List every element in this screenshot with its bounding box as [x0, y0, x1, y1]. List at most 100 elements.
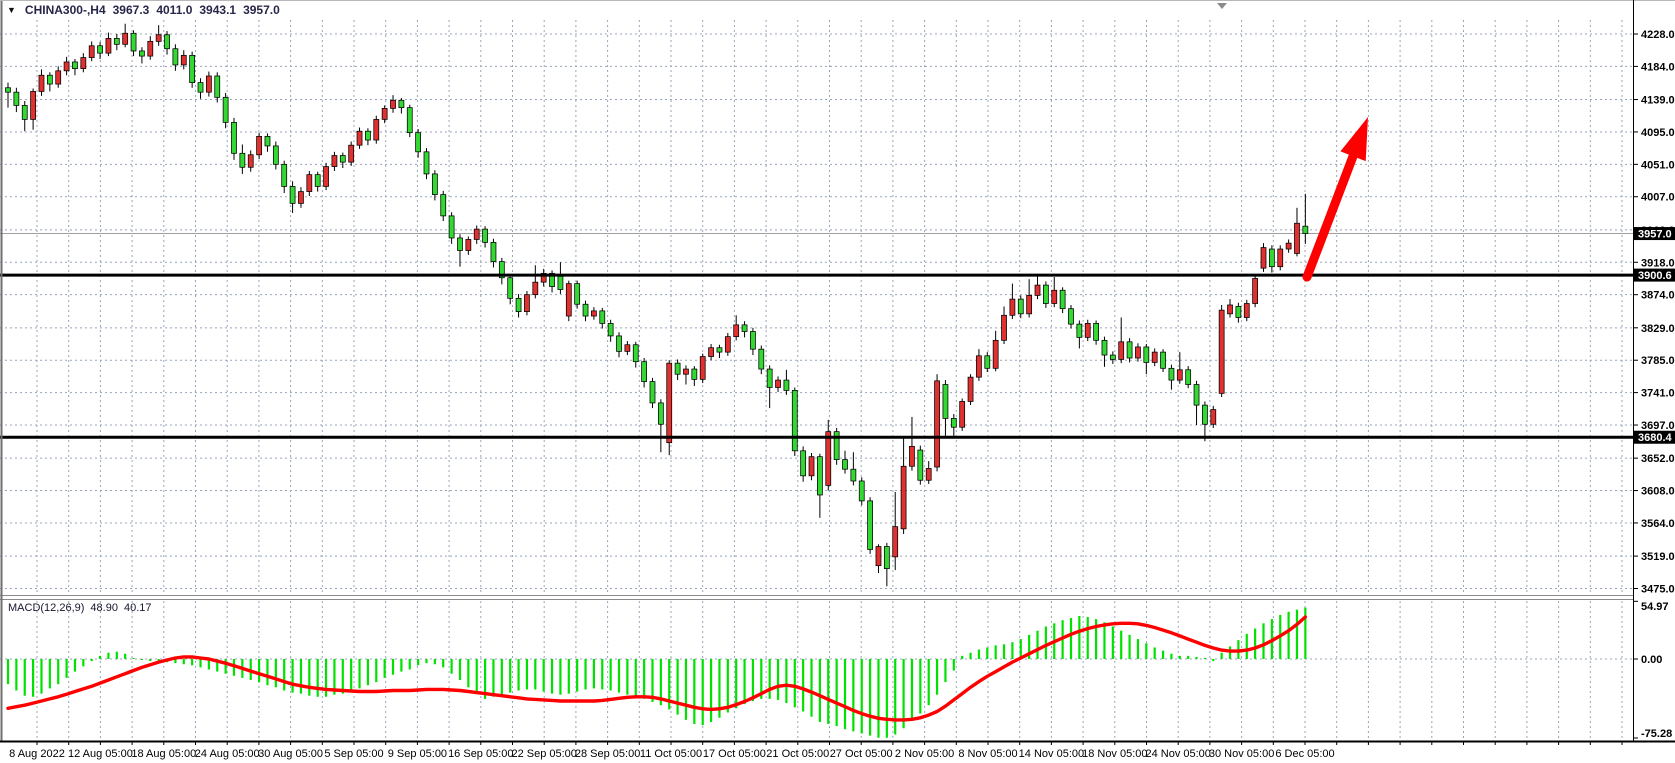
trend-arrow-head[interactable] — [1340, 117, 1368, 162]
candle-bull — [356, 130, 363, 146]
macd-tick-label: 0.00 — [1641, 654, 1662, 666]
candle-bear — [214, 75, 221, 98]
candle-bear — [289, 186, 296, 204]
price-tick-label: 3874.0 — [1641, 290, 1675, 302]
candle-bear — [21, 105, 28, 120]
trend-arrow[interactable] — [1302, 117, 1368, 282]
candle-bear — [281, 163, 288, 187]
candle-bull — [1026, 295, 1033, 315]
time-tick-label: 30 Nov 05:00 — [1209, 748, 1274, 760]
price-tick-label: 3519.0 — [1641, 551, 1675, 563]
candle-bear — [691, 368, 698, 380]
candle-bear — [783, 379, 790, 391]
price-tick-label: 4095.0 — [1641, 127, 1675, 139]
candle-bear — [883, 546, 890, 569]
time-tick-label: 2 Nov 05:00 — [895, 748, 954, 760]
price-tick-label: 4184.0 — [1641, 61, 1675, 73]
candle-bear — [657, 402, 664, 425]
candle-bull — [88, 45, 95, 58]
candle-bull — [934, 380, 940, 468]
candle-bear — [130, 32, 137, 52]
time-tick-label: 17 Oct 05:00 — [703, 748, 766, 760]
price-tick-label: 3652.0 — [1641, 453, 1675, 465]
candle-bear — [741, 324, 748, 332]
resistance-price-tag-box — [1634, 268, 1675, 282]
candle-bear — [46, 74, 53, 85]
candle-bear — [490, 242, 497, 262]
candle-bull — [1009, 298, 1016, 316]
candle-bear — [1202, 404, 1208, 425]
candle-bull — [733, 324, 740, 338]
ohlc-open-value: 3967.3 — [112, 3, 150, 17]
time-tick-label: 8 Nov 05:00 — [958, 748, 1017, 760]
candle-bear — [557, 275, 564, 290]
candle-bull — [1285, 242, 1292, 250]
candle-bear — [398, 99, 405, 109]
candle-bear — [833, 431, 840, 461]
candle-bear — [406, 107, 413, 134]
price-tick-label: 3564.0 — [1641, 518, 1675, 530]
candle-bull — [373, 119, 380, 141]
candle-bear — [314, 174, 321, 187]
candle-bear — [1193, 384, 1200, 406]
candle-bear — [431, 173, 438, 195]
candle-bear — [231, 121, 237, 154]
macd-axis[interactable]: 54.97 0.00 -75.28 — [1633, 600, 1672, 740]
candle-bull — [1277, 248, 1284, 268]
price-axis[interactable]: 4228.04184.04139.04095.04051.04007.03962… — [1633, 29, 1675, 595]
candle-bull — [306, 174, 313, 192]
candle-bear — [339, 155, 346, 163]
candle-bull — [80, 57, 87, 69]
candle-bull — [724, 336, 731, 353]
candle-bear — [800, 450, 807, 477]
candle-bull — [105, 38, 112, 54]
macd-name-label: MACD(12,26,9) — [8, 602, 85, 614]
scroll-anchor-marker-icon — [1217, 3, 1227, 9]
candle-bear — [13, 91, 20, 106]
candle-bull — [247, 154, 254, 168]
macd-main-value: 48.90 — [90, 602, 118, 614]
candle-bull — [122, 32, 129, 45]
candle-bear — [574, 283, 581, 305]
candle-bear — [867, 500, 873, 550]
macd-histogram — [6, 607, 1307, 738]
candle-bear — [272, 145, 279, 165]
candle-bear — [599, 310, 606, 324]
price-tick-label: 3608.0 — [1641, 486, 1675, 498]
candle-bull — [55, 70, 62, 85]
candle-bear — [239, 152, 246, 168]
candle-bull — [155, 34, 162, 42]
candle-bull — [808, 456, 815, 477]
candle-bear — [716, 347, 723, 353]
trend-arrow-shaft[interactable] — [1302, 146, 1360, 282]
candle-bear — [1059, 289, 1066, 310]
candle-bull — [1034, 284, 1041, 296]
candle-bear — [616, 335, 622, 352]
candle-bull — [925, 468, 932, 481]
candle-bear — [139, 50, 145, 57]
time-tick-label: 18 Nov 05:00 — [1082, 748, 1147, 760]
price-tick-label: 4007.0 — [1641, 192, 1675, 204]
candle-bear — [632, 344, 639, 363]
candle-bear — [1302, 225, 1309, 234]
candle-bear — [607, 323, 614, 337]
candle-bull — [1151, 351, 1158, 363]
candle-bear — [582, 303, 589, 317]
macd-tick-label: 54.97 — [1641, 601, 1669, 613]
candle-bull — [524, 294, 530, 312]
candle-bear — [917, 449, 924, 481]
candle-bull — [1051, 289, 1058, 304]
candle-bear — [97, 45, 103, 54]
candle-bull — [1135, 346, 1141, 359]
candle-bear — [1101, 339, 1108, 356]
collapse-triangle-icon[interactable]: ▼ — [7, 5, 16, 15]
candle-bull — [1252, 278, 1259, 304]
chart-title: ▼ CHINA300-,H4 3967.3 4011.0 3943.1 3957… — [7, 3, 280, 17]
time-tick-label: 14 Nov 05:00 — [1019, 748, 1084, 760]
ohlc-close-value: 3957.0 — [243, 3, 280, 17]
time-tick-label: 18 Aug 05:00 — [131, 748, 196, 760]
price-tick-label: 4051.0 — [1641, 159, 1675, 171]
price-tick-label: 3475.0 — [1641, 583, 1675, 595]
